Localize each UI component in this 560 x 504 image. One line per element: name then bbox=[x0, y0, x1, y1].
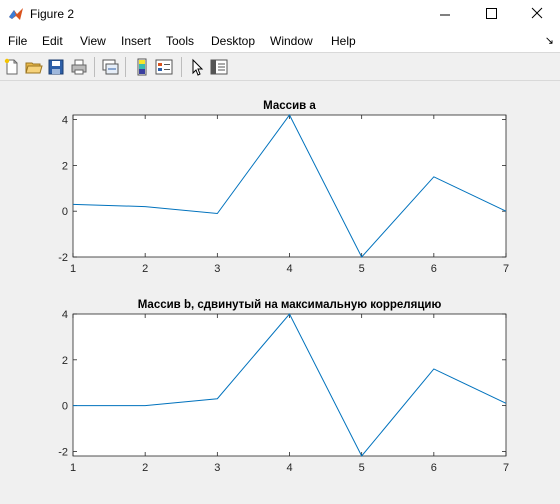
save-icon[interactable] bbox=[47, 58, 65, 76]
series-line[interactable] bbox=[73, 313, 507, 457]
menu-window[interactable]: Window bbox=[270, 34, 313, 48]
y-tick-label: 2 bbox=[62, 160, 68, 172]
x-tick-label: 2 bbox=[142, 263, 148, 275]
new-figure-icon[interactable] bbox=[3, 58, 21, 76]
toolbar bbox=[0, 52, 560, 81]
property-inspector-icon[interactable] bbox=[210, 58, 228, 76]
x-tick-label: 4 bbox=[286, 263, 292, 275]
y-tick-label: -2 bbox=[58, 446, 68, 458]
y-tick-label: 2 bbox=[62, 355, 68, 367]
figure-canvas[interactable]: Массив a 1 2 3 4 5 6 7 -2 0 2 4 Массив b, сдвинутый … bbox=[0, 82, 560, 499]
x-tick-label: 4 bbox=[286, 462, 292, 474]
minimize-icon bbox=[440, 14, 450, 16]
x-tick-label: 3 bbox=[214, 263, 220, 275]
window-title: Figure 2 bbox=[30, 7, 75, 21]
plot-area[interactable] bbox=[72, 114, 507, 258]
y-tick-label: 4 bbox=[62, 309, 68, 321]
maximize-icon bbox=[486, 8, 497, 19]
toolbar-separator bbox=[125, 57, 126, 77]
data-point[interactable] bbox=[360, 455, 362, 457]
matlab-icon bbox=[9, 8, 23, 20]
insert-colorbar-icon[interactable] bbox=[133, 58, 151, 76]
close-icon bbox=[531, 7, 543, 19]
data-point[interactable] bbox=[216, 212, 218, 214]
open-file-icon[interactable] bbox=[25, 58, 43, 76]
dock-arrow-icon[interactable]: ↘ bbox=[544, 35, 554, 47]
menu-edit[interactable]: Edit bbox=[42, 34, 63, 48]
data-point[interactable] bbox=[216, 398, 218, 400]
x-tick-label: 1 bbox=[70, 263, 76, 275]
y-tick-label: -2 bbox=[58, 252, 68, 264]
menu-insert[interactable]: Insert bbox=[121, 34, 152, 48]
x-tick-label: 7 bbox=[503, 263, 509, 275]
data-point[interactable] bbox=[288, 313, 290, 315]
data-point[interactable] bbox=[505, 402, 507, 404]
x-tick-label: 7 bbox=[503, 462, 509, 474]
insert-legend-icon[interactable] bbox=[155, 58, 173, 76]
data-point[interactable] bbox=[505, 210, 507, 212]
data-point[interactable] bbox=[433, 368, 435, 370]
data-point[interactable] bbox=[360, 256, 362, 258]
menu-desktop[interactable]: Desktop bbox=[211, 34, 256, 48]
menu-tools[interactable]: Tools bbox=[166, 34, 195, 48]
plots-svg[interactable]: Массив a 1 2 3 4 5 6 7 -2 0 2 4 Массив b, сдвинутый … bbox=[0, 82, 560, 499]
x-tick-label: 5 bbox=[359, 263, 365, 275]
menu-file[interactable]: File bbox=[8, 34, 28, 48]
series-line[interactable] bbox=[72, 114, 507, 258]
menu-view[interactable]: View bbox=[80, 34, 106, 48]
menu-help[interactable]: Help bbox=[331, 34, 356, 48]
x-tick-label: 3 bbox=[214, 462, 220, 474]
x-tick-label: 2 bbox=[142, 462, 148, 474]
y-tick-label: 0 bbox=[62, 206, 68, 218]
x-tick-label: 6 bbox=[431, 263, 437, 275]
toolbar-separator bbox=[181, 57, 182, 77]
data-point[interactable] bbox=[72, 404, 74, 406]
y-tick-label: 4 bbox=[62, 115, 68, 127]
x-tick-label: 5 bbox=[359, 462, 365, 474]
maximize-button[interactable] bbox=[468, 0, 514, 30]
data-point[interactable] bbox=[433, 176, 435, 178]
print-icon[interactable] bbox=[70, 58, 88, 76]
title-bar: Figure 2 bbox=[0, 0, 560, 30]
x-tick-label: 1 bbox=[70, 462, 76, 474]
data-point[interactable] bbox=[72, 203, 74, 205]
x-tick-label: 6 bbox=[431, 462, 437, 474]
menu-bar: File Edit View Insert Tools Desktop Wind… bbox=[0, 30, 560, 52]
data-point[interactable] bbox=[288, 114, 290, 116]
chart-title: Массив b, сдвинутый на максимальную корр… bbox=[138, 299, 442, 311]
edit-plot-icon[interactable] bbox=[188, 58, 206, 76]
data-point[interactable] bbox=[144, 205, 146, 207]
chart-title: Массив a bbox=[263, 100, 316, 112]
data-point[interactable] bbox=[144, 404, 146, 406]
toolbar-separator bbox=[94, 57, 95, 77]
minimize-button[interactable] bbox=[422, 0, 468, 30]
y-tick-label: 0 bbox=[62, 401, 68, 413]
link-plot-icon[interactable] bbox=[101, 58, 119, 76]
plot-area[interactable] bbox=[72, 313, 507, 457]
close-button[interactable] bbox=[514, 0, 560, 30]
